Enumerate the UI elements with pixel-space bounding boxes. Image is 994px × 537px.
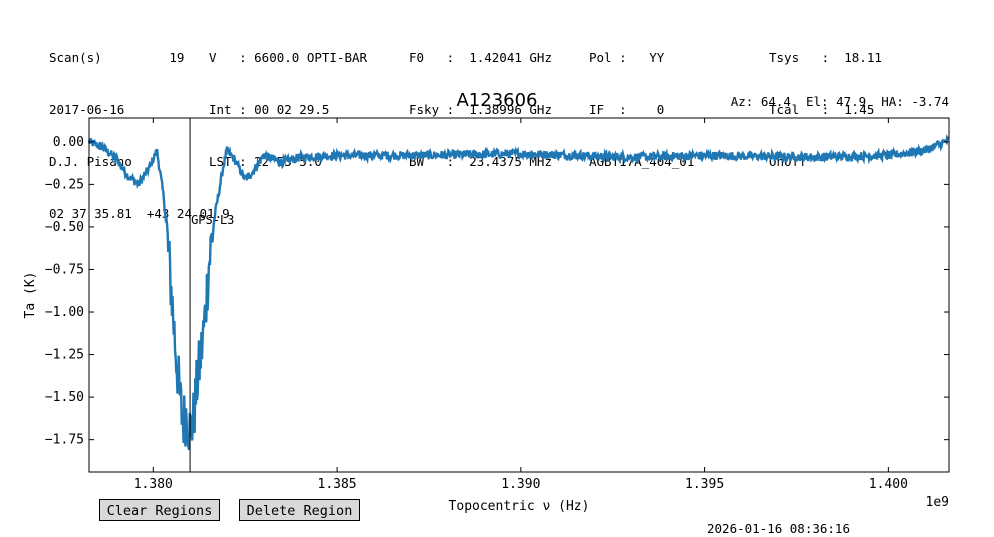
fsky-label: Fsky : 1.38996 GHz [409, 102, 552, 117]
header-col1: Scan(s) 19 2017-06-16 D.J. Pisano 02 37 … [49, 23, 230, 235]
y-axis-label: Ta (K) [23, 272, 38, 319]
x-tick-label: 1.395 [685, 477, 724, 492]
pol-label: Pol : YY [589, 50, 665, 65]
x-offset-label: 1e9 [926, 495, 949, 510]
tsys-label: Tsys : 18.11 [769, 50, 882, 65]
source-title: A123606 [456, 90, 538, 111]
plot-frame [88, 117, 950, 473]
x-tick-label: 1.385 [318, 477, 357, 492]
x-tick-label: 1.380 [134, 477, 173, 492]
az-el-ha-label: Az: 64.4 El: 47.9 HA: -3.74 [730, 94, 949, 109]
x-tick-label: 1.400 [869, 477, 908, 492]
x-tick-label: 1.390 [501, 477, 540, 492]
x-axis-label: Topocentric ν (Hz) [449, 499, 590, 514]
if-label: IF : 0 [589, 102, 665, 117]
y-tick-label: −1.25 [45, 348, 84, 363]
gps-l3-label: GPS-L3 [191, 213, 234, 227]
coords-label: 02 37 35.81 +43 24 01.9 [49, 206, 230, 221]
int-label: Int : 00 02 29.5 [209, 102, 330, 117]
velocity-label: V : 6600.0 OPTI-BAR [209, 50, 368, 65]
y-tick-label: 0.00 [53, 135, 84, 150]
spectrum-line [87, 134, 950, 451]
y-tick-label: −1.50 [45, 390, 84, 405]
tcal-label: Tcal : 1.45 [769, 102, 875, 117]
timestamp-label: 2026-01-16 08:36:16 [707, 521, 850, 536]
y-tick-label: −1.00 [45, 305, 84, 320]
y-tick-label: −0.25 [45, 177, 84, 192]
y-tick-label: −0.75 [45, 262, 84, 277]
scan-label: Scan(s) 19 [49, 50, 185, 65]
y-tick-label: −0.50 [45, 220, 84, 235]
delete-region-button[interactable]: Delete Region [239, 499, 360, 521]
date-label: 2017-06-16 [49, 102, 125, 117]
clear-regions-button[interactable]: Clear Regions [99, 499, 220, 521]
f0-label: F0 : 1.42041 GHz [409, 50, 552, 65]
y-tick-label: −1.75 [45, 433, 84, 448]
